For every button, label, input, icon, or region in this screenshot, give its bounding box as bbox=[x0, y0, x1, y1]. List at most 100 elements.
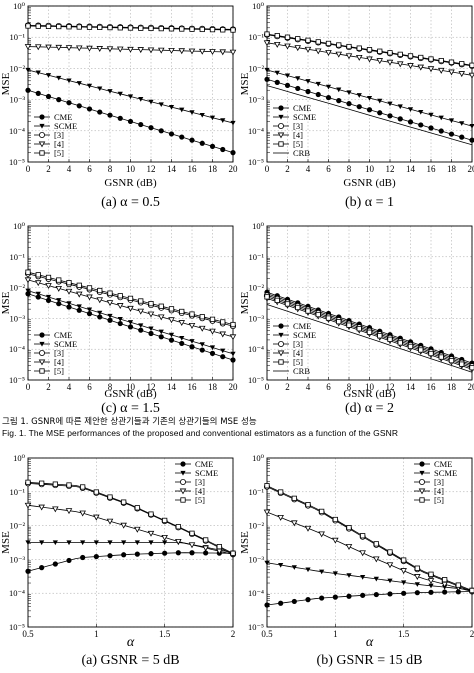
data-point bbox=[448, 59, 455, 65]
tick-label-x: 2 bbox=[231, 629, 236, 639]
data-point bbox=[189, 344, 195, 350]
data-point bbox=[120, 522, 127, 529]
data-point bbox=[56, 97, 62, 103]
data-point bbox=[199, 342, 205, 347]
data-point bbox=[291, 520, 298, 527]
data-point bbox=[438, 57, 444, 64]
data-point bbox=[66, 78, 72, 84]
data-point bbox=[127, 25, 134, 31]
data-point bbox=[39, 480, 45, 486]
data-point bbox=[134, 526, 141, 533]
data-point bbox=[121, 499, 127, 505]
tick-label-y: 10⁻¹ bbox=[248, 32, 264, 42]
legend-marker bbox=[179, 488, 187, 495]
data-point bbox=[469, 587, 474, 594]
legend-entry: CME bbox=[195, 459, 213, 469]
legend-entry: SCME bbox=[293, 112, 316, 122]
series-SCME bbox=[264, 67, 474, 129]
data-point bbox=[24, 277, 32, 284]
data-point bbox=[264, 76, 270, 82]
data-point bbox=[230, 321, 236, 328]
data-point bbox=[359, 550, 366, 557]
data-point bbox=[35, 23, 41, 29]
tick-label-x: 0 bbox=[26, 382, 31, 392]
data-point bbox=[346, 525, 352, 531]
data-point bbox=[305, 597, 311, 603]
tick-label-x: 14 bbox=[167, 164, 177, 174]
tick-label-x: 1 bbox=[333, 629, 338, 639]
data-point bbox=[97, 109, 103, 115]
tick-label-y: 10⁰ bbox=[13, 453, 26, 463]
data-point bbox=[175, 524, 181, 530]
data-point bbox=[305, 79, 311, 84]
data-point bbox=[315, 311, 321, 318]
data-point bbox=[45, 283, 52, 290]
data-point bbox=[138, 97, 144, 102]
x-axis-label: GSNR (dB) bbox=[343, 177, 396, 189]
data-point bbox=[107, 317, 113, 323]
legend-entry: [5] bbox=[54, 148, 64, 158]
data-point bbox=[319, 595, 325, 601]
tick-label-x: 0 bbox=[26, 164, 31, 174]
x-axis-label: GSNR (dB) bbox=[104, 388, 157, 400]
data-point bbox=[346, 43, 352, 50]
data-point bbox=[35, 291, 41, 297]
data-point bbox=[428, 589, 434, 595]
legend-marker bbox=[278, 114, 284, 120]
tick-label-y: 10⁻³ bbox=[9, 313, 25, 323]
data-point bbox=[66, 24, 72, 30]
legend-entry: [5] bbox=[54, 366, 64, 376]
legend-marker bbox=[39, 332, 45, 338]
data-point bbox=[428, 350, 434, 357]
data-point bbox=[332, 537, 339, 544]
tick-label-x: 2 bbox=[470, 629, 474, 639]
data-point bbox=[273, 41, 281, 48]
data-point bbox=[387, 50, 393, 56]
series-CME bbox=[264, 76, 474, 143]
y-axis-label: MSE bbox=[239, 291, 251, 314]
data-point bbox=[86, 311, 93, 317]
tick-label-x: 12 bbox=[147, 164, 156, 174]
data-point bbox=[407, 53, 414, 59]
data-point bbox=[179, 340, 185, 347]
data-point bbox=[284, 34, 291, 40]
data-point bbox=[56, 301, 62, 307]
data-point bbox=[387, 101, 393, 107]
series-line bbox=[266, 486, 473, 592]
series-CME bbox=[25, 291, 236, 363]
tick-label-y: 10⁻⁵ bbox=[248, 157, 264, 167]
data-point bbox=[86, 24, 93, 30]
data-point bbox=[458, 71, 466, 78]
data-point bbox=[116, 46, 124, 53]
series-5 bbox=[264, 31, 474, 68]
data-point bbox=[325, 50, 332, 56]
data-point bbox=[86, 83, 93, 89]
chart-title: (c) α = 1.5 bbox=[101, 401, 160, 416]
data-point bbox=[199, 26, 205, 33]
data-point bbox=[373, 556, 380, 563]
data-point bbox=[346, 90, 352, 96]
data-point bbox=[428, 112, 434, 118]
data-point bbox=[158, 303, 164, 309]
data-point bbox=[202, 545, 209, 552]
data-point bbox=[127, 94, 134, 100]
data-point bbox=[230, 357, 236, 363]
data-point bbox=[469, 365, 474, 371]
data-point bbox=[134, 505, 140, 511]
tick-label-x: 6 bbox=[326, 164, 331, 174]
chart-panel-6: 0.5 1 1.5 2 10⁰ 10⁻¹ 10⁻² 10⁻³ 10⁻⁴ 10⁻⁵ α MSE (b) G… bbox=[239, 453, 474, 668]
data-point bbox=[387, 578, 393, 584]
data-point bbox=[35, 70, 41, 76]
series-4 bbox=[24, 502, 237, 558]
data-point bbox=[162, 540, 168, 546]
data-point bbox=[277, 515, 284, 521]
data-point bbox=[386, 59, 394, 66]
data-point bbox=[319, 508, 325, 515]
series-line bbox=[266, 591, 473, 606]
series-5 bbox=[264, 294, 474, 371]
data-point bbox=[418, 110, 424, 115]
data-point bbox=[148, 301, 154, 307]
tick-label-x: 20 bbox=[229, 164, 239, 174]
tick-label-y: 10⁻⁴ bbox=[248, 588, 264, 598]
tick-label-y: 10⁻³ bbox=[248, 95, 264, 105]
